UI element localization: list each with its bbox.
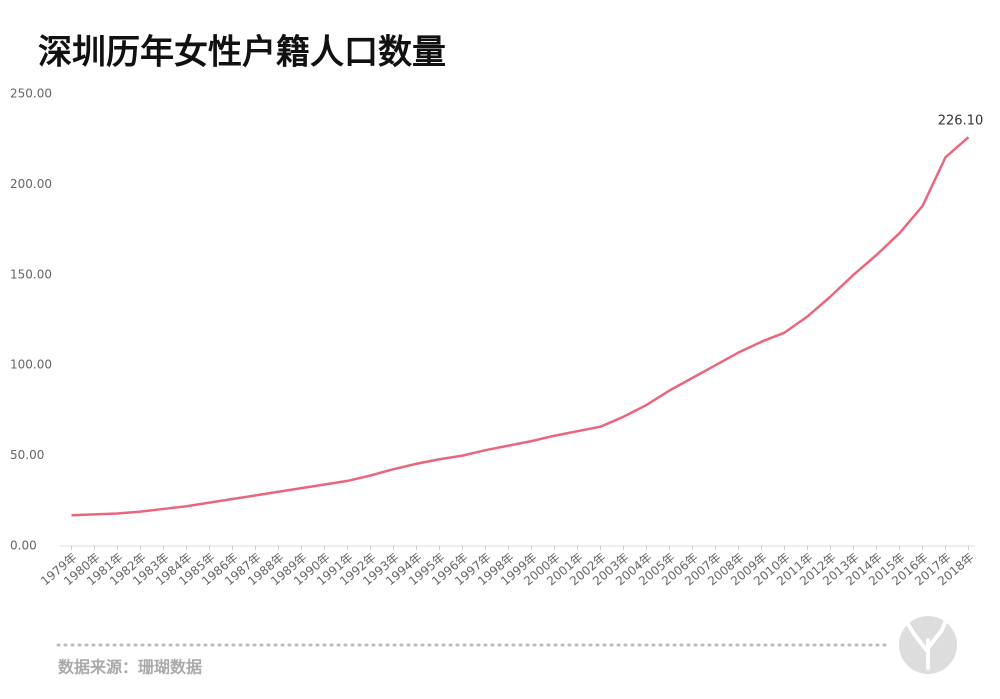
value-label: 226.10 xyxy=(938,114,984,129)
source: 数据来源：珊瑚数据 xyxy=(58,658,202,677)
line xyxy=(71,136,970,517)
y-tick-label: 150.00 xyxy=(10,267,52,281)
logo xyxy=(899,616,957,674)
y-tick-label: 50.00 xyxy=(10,448,44,462)
y-tick-label: 200.00 xyxy=(10,177,52,191)
y-tick-label: 100.00 xyxy=(10,358,52,372)
y-tick-label: 250.00 xyxy=(10,87,52,101)
y-tick-label: 0.00 xyxy=(10,539,37,553)
chart-title: 深圳历年女性户籍人口数量 xyxy=(38,33,446,73)
